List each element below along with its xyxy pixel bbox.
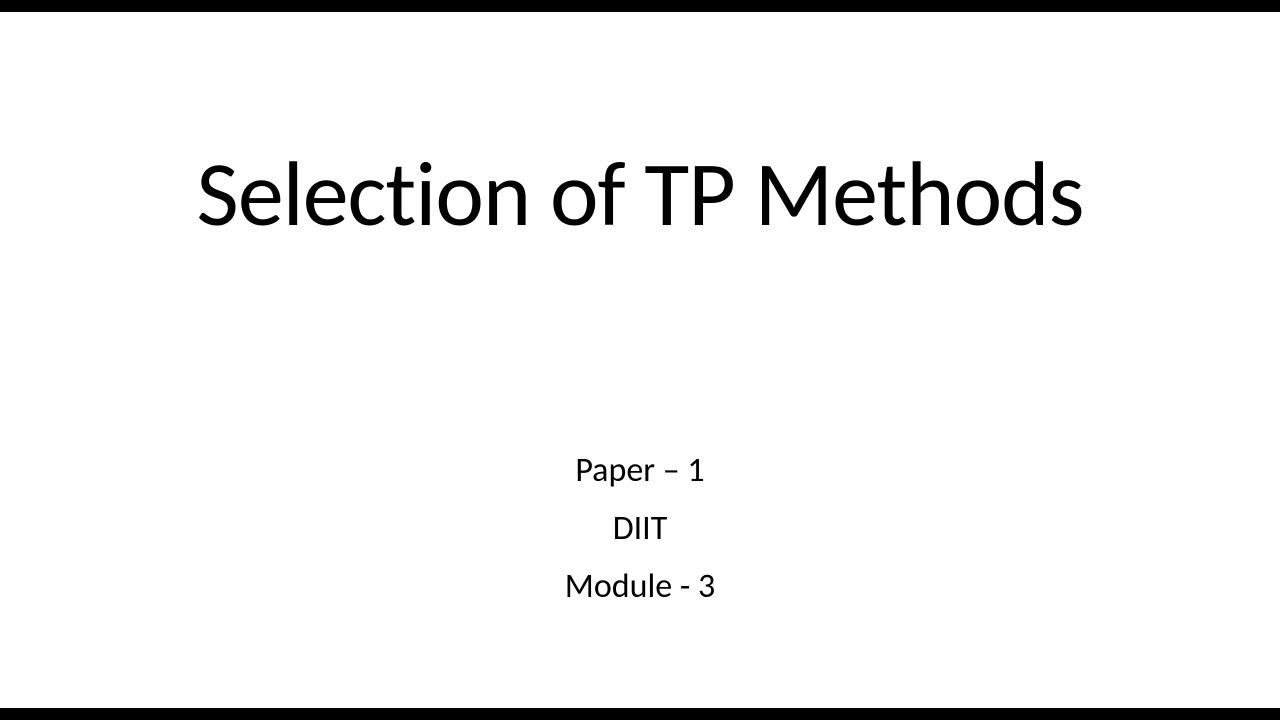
- subtitle-line-1: Paper – 1: [0, 442, 1280, 500]
- subtitle-line-3: Module - 3: [0, 558, 1280, 616]
- slide-container: Selection of TP Methods Paper – 1 DIIT M…: [0, 0, 1280, 720]
- slide: Selection of TP Methods Paper – 1 DIIT M…: [0, 12, 1280, 708]
- subtitle-block: Paper – 1 DIIT Module - 3: [0, 442, 1280, 615]
- slide-title: Selection of TP Methods: [0, 137, 1280, 250]
- subtitle-line-2: DIIT: [0, 500, 1280, 558]
